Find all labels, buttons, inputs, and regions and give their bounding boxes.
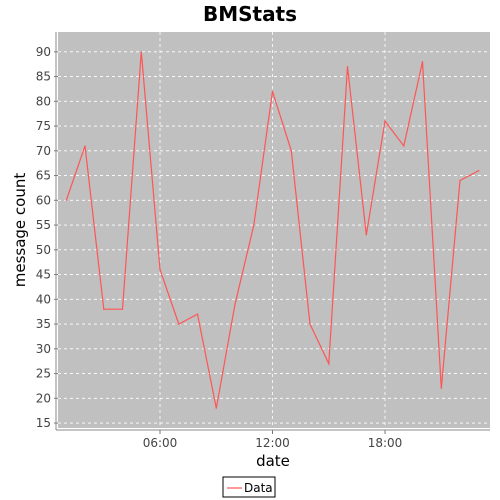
- y-tick-label: 75: [36, 119, 51, 133]
- data-point: [271, 90, 274, 92]
- data-point: [196, 313, 199, 315]
- y-tick-label: 60: [36, 193, 51, 207]
- x-tick-label: 18:00: [368, 436, 403, 450]
- x-tick-label: 12:00: [255, 436, 290, 450]
- data-point: [253, 224, 255, 226]
- data-point: [403, 145, 405, 147]
- data-point: [103, 308, 105, 310]
- y-tick-label: 20: [36, 391, 51, 405]
- data-point: [159, 269, 161, 271]
- data-point: [365, 234, 367, 236]
- series-layer: [65, 51, 480, 409]
- data-point: [328, 363, 330, 365]
- y-tick-label: 15: [36, 416, 51, 430]
- data-point: [459, 179, 461, 182]
- legend: Data: [222, 476, 276, 498]
- data-point: [290, 150, 292, 152]
- x-tick-label: 06:00: [143, 436, 178, 450]
- data-point: [384, 120, 386, 122]
- plot-area: [58, 32, 490, 428]
- data-point: [346, 66, 349, 68]
- y-tick-label: 85: [36, 70, 51, 84]
- y-tick-label: 25: [36, 367, 51, 381]
- data-point: [65, 199, 67, 201]
- y-tick-label: 50: [36, 243, 51, 257]
- y-tick-label: 90: [36, 45, 51, 59]
- y-axis-label: message count: [11, 173, 29, 288]
- y-tick-label: 80: [36, 94, 51, 108]
- data-point: [178, 323, 180, 325]
- data-point: [440, 387, 442, 389]
- chart-title: BMStats: [202, 2, 298, 26]
- x-axis-label: date: [256, 452, 290, 470]
- data-point: [234, 303, 236, 305]
- axes: 15 20 25 30 35 40 45 50 55 60 65 70 75 80 85 90 06:00 12:…: [36, 32, 490, 450]
- data-point: [215, 407, 217, 409]
- grid-lines: [58, 32, 490, 428]
- y-tick-label: 45: [36, 268, 51, 282]
- data-point: [84, 145, 86, 147]
- y-tick-label: 40: [36, 292, 51, 306]
- legend-box: [222, 476, 276, 498]
- y-tick-label: 35: [36, 317, 51, 331]
- y-tick-label: 70: [36, 144, 51, 158]
- y-tick-label: 55: [36, 218, 51, 232]
- y-tick-label: 30: [36, 342, 51, 356]
- data-point: [309, 323, 311, 325]
- data-point: [121, 308, 124, 310]
- data-point: [478, 170, 480, 172]
- data-point: [140, 51, 142, 53]
- data-point: [421, 61, 424, 63]
- legend-label: Data: [244, 481, 273, 495]
- y-tick-label: 65: [36, 169, 51, 183]
